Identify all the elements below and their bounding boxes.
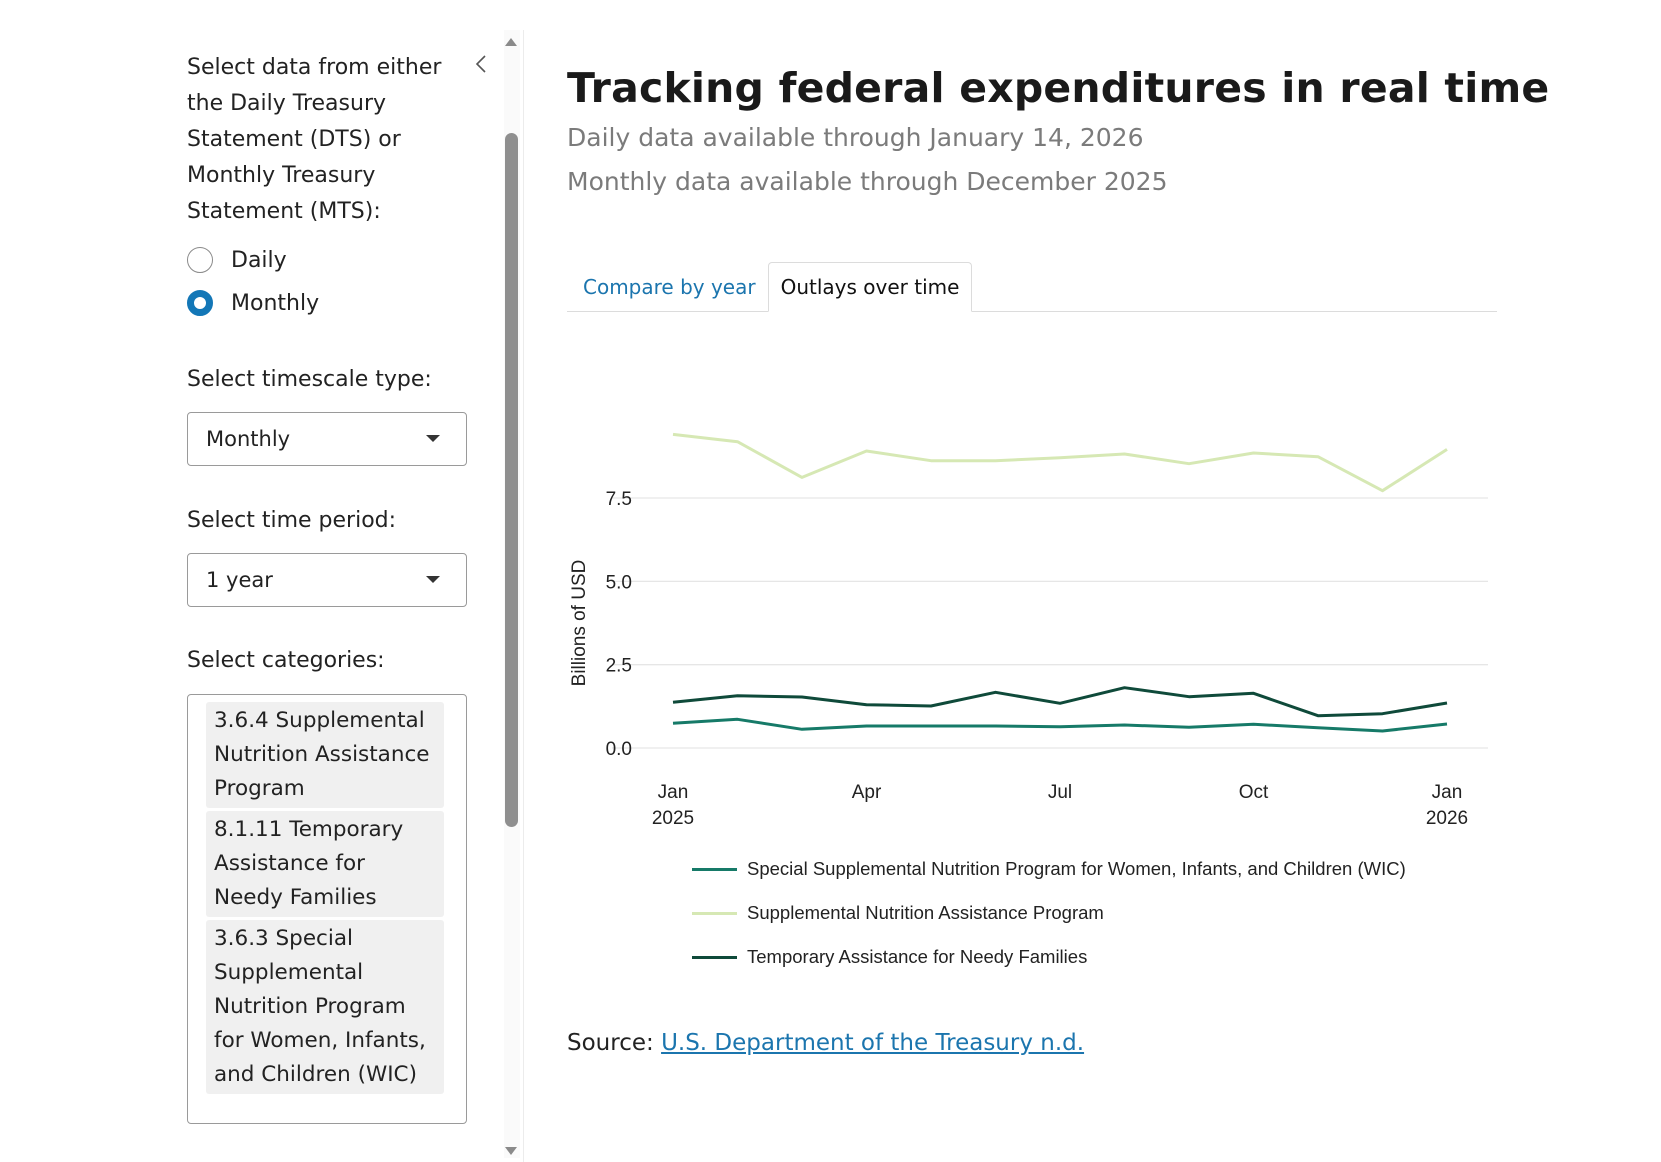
legend-swatch [692,911,737,915]
source-prefix: Source: [567,1030,654,1056]
legend-item[interactable]: Supplemental Nutrition Assistance Progra… [692,902,1104,924]
outlays-line-chart: 0.0 2.5 5.0 7.5 Jan 2025 Apr Jul Oct Jan 2026 Bil… [569,432,1488,829]
category-item-tanf[interactable]: 8.1.11 Temporary Assistance for Needy Fa… [206,811,444,917]
categories-multiselect[interactable]: 3.6.4 Supplemental Nutrition Assistance … [187,694,467,1124]
x-tick-label: Jan [1432,782,1463,803]
source-link[interactable]: U.S. Department of the Treasury n.d. [661,1030,1085,1056]
scroll-up-arrow-icon[interactable] [505,38,517,46]
series-line-1[interactable] [672,432,1448,493]
tab-compare-by-year[interactable]: Compare by year [583,275,756,299]
legend-item[interactable]: Temporary Assistance for Needy Families [692,946,1087,968]
y-tick-label: 0.0 [606,739,632,760]
radio-daily-label: Daily [231,247,287,273]
category-item-snap[interactable]: 3.6.4 Supplemental Nutrition Assistance … [206,702,444,808]
scroll-down-arrow-icon[interactable] [505,1147,517,1155]
daily-availability-note: Daily data available through January 14,… [567,123,1144,152]
y-axis-label: Billions of USD [569,560,590,687]
categories-label: Select categories: [187,648,385,673]
timescale-value: Monthly [206,427,291,451]
x-tick-label: Apr [852,782,882,803]
x-tick-year-label: 2026 [1426,808,1468,829]
timescale-label: Select timescale type: [187,367,432,392]
legend-label: Special Supplemental Nutrition Program f… [747,858,1406,879]
radio-monthly[interactable]: Monthly [187,290,319,316]
series-line-0[interactable] [672,717,1448,733]
page-title: Tracking federal expenditures in real ti… [567,64,1550,112]
monthly-availability-note: Monthly data available through December … [567,167,1168,196]
x-tick-year-label: 2025 [652,808,694,829]
x-tick-label: Jan [658,782,689,803]
caret-down-icon [426,435,440,442]
x-tick-label: Jul [1048,782,1072,803]
tab-bar-divider [567,311,1497,312]
tab-outlays-over-time[interactable]: Outlays over time [768,262,972,312]
source-citation: Source: U.S. Department of the Treasury … [567,1030,1084,1056]
category-item-wic[interactable]: 3.6.3 Special Supplemental Nutrition Pro… [206,920,444,1094]
panel-divider [523,30,524,1162]
time-period-label: Select time period: [187,508,397,533]
radio-monthly-circle[interactable] [187,290,213,316]
legend-swatch [692,955,737,959]
time-period-value: 1 year [206,568,273,592]
legend-item[interactable]: Special Supplemental Nutrition Program f… [692,858,1406,880]
sidebar-scrollbar-thumb[interactable] [505,133,518,827]
y-tick-label: 7.5 [606,489,632,510]
data-source-instructions: Select data from either the Daily Treasu… [187,55,442,224]
time-period-dropdown[interactable]: 1 year [187,553,467,607]
x-tick-label: Oct [1239,782,1269,803]
legend-swatch [692,867,737,871]
series-line-2[interactable] [672,686,1448,718]
legend-label: Supplemental Nutrition Assistance Progra… [747,902,1104,923]
collapse-sidebar-button[interactable] [470,50,494,82]
radio-monthly-label: Monthly [231,290,320,316]
caret-down-icon [426,576,440,583]
timescale-dropdown[interactable]: Monthly [187,412,467,466]
y-tick-label: 5.0 [606,572,632,593]
radio-daily[interactable]: Daily [187,247,287,273]
y-tick-label: 2.5 [606,656,632,677]
radio-daily-circle[interactable] [187,247,213,273]
legend-label: Temporary Assistance for Needy Families [747,946,1088,967]
chevron-left-icon [475,55,486,73]
